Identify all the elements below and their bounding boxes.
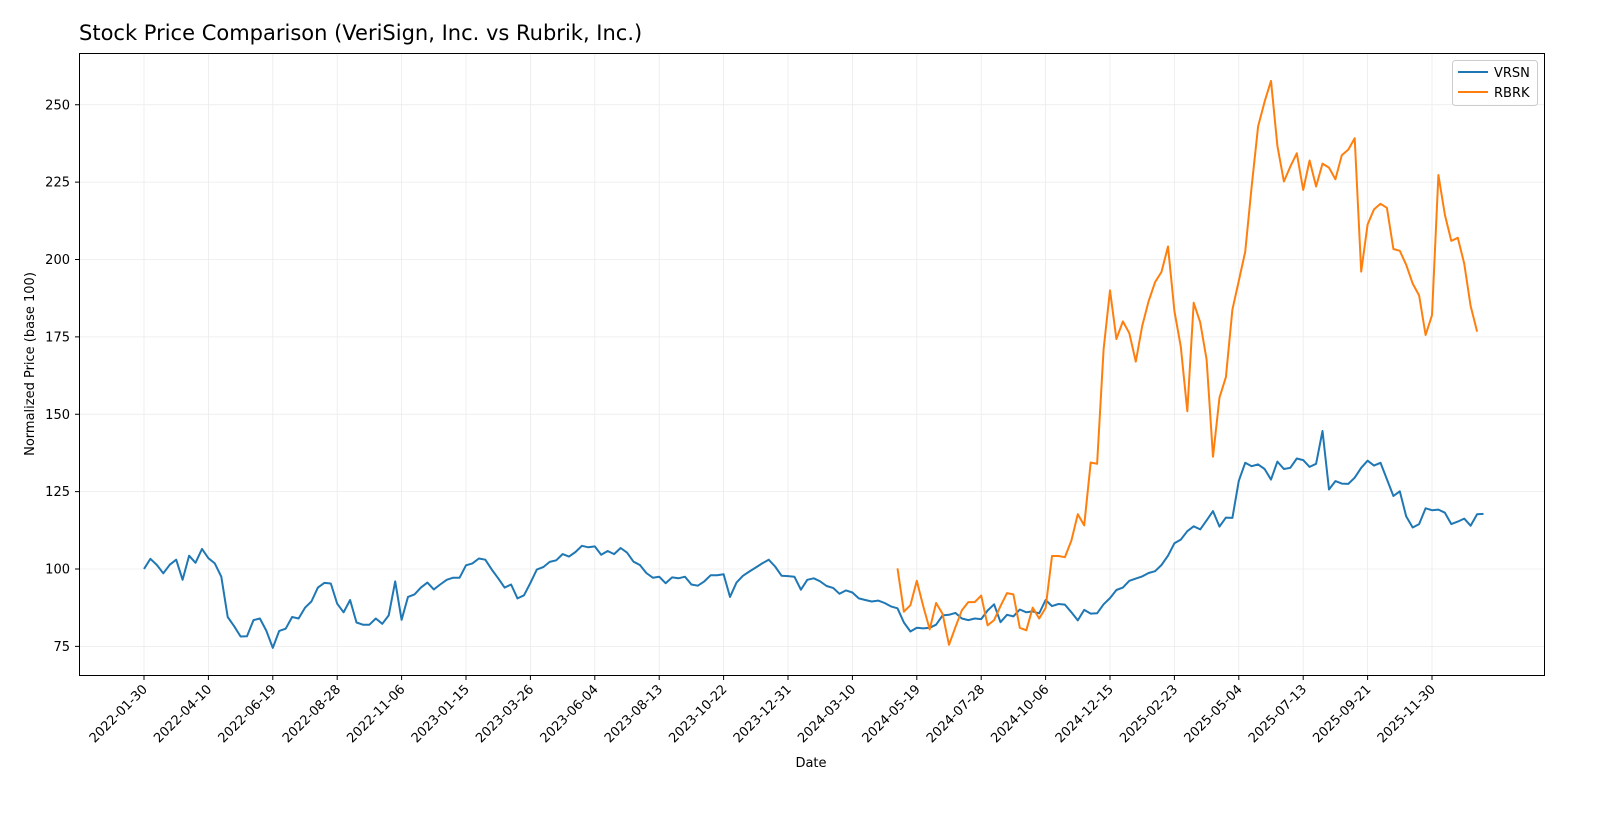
- plot-series: [143, 79, 1484, 649]
- x-tick-label: 2023-10-22: [666, 682, 730, 746]
- x-tick-label: 2022-04-10: [151, 682, 215, 746]
- x-tick-label: 2024-05-19: [860, 682, 924, 746]
- chart-title: Stock Price Comparison (VeriSign, Inc. v…: [79, 21, 642, 45]
- y-tick-label: 75: [53, 640, 70, 655]
- legend-vrsn-label: VRSN: [1494, 66, 1530, 81]
- y-tick-label: 250: [45, 98, 70, 113]
- series-line-vrsn: [143, 430, 1484, 649]
- series-line-rbrk: [896, 79, 1479, 646]
- x-axis-label: Date: [795, 756, 826, 771]
- grid-lines: [80, 54, 1544, 675]
- plot-frame: [79, 53, 1545, 676]
- x-tick-label: 2024-12-15: [1053, 682, 1117, 746]
- legend-rbrk-label: RBRK: [1494, 86, 1530, 101]
- x-tick-label: 2024-03-10: [795, 682, 859, 746]
- x-tick-label: 2023-01-15: [409, 682, 473, 746]
- y-tick-label: 150: [45, 408, 70, 423]
- x-tick-label: 2023-08-13: [602, 682, 666, 746]
- y-tick-label: 100: [45, 563, 70, 578]
- x-tick-label: 2022-06-19: [216, 682, 280, 746]
- y-tick-label: 225: [45, 176, 70, 191]
- x-tick-label: 2025-09-21: [1310, 682, 1374, 746]
- x-tick-label: 2025-02-23: [1117, 682, 1181, 746]
- x-tick-label: 2023-03-26: [473, 682, 537, 746]
- x-tick-label: 2024-07-28: [924, 682, 988, 746]
- x-tick-label: 2025-05-04: [1182, 682, 1246, 746]
- y-axis: 75 100 125 150 175 200 225 250: [45, 98, 80, 655]
- x-axis: 2022-01-30 2022-04-10 2022-06-19 2022-08-28…: [87, 675, 1439, 746]
- x-tick-label: 2023-06-04: [538, 682, 602, 746]
- x-tick-label: 2025-07-13: [1246, 682, 1310, 746]
- y-tick-label: 200: [45, 253, 70, 268]
- y-axis-label: Normalized Price (base 100): [23, 272, 38, 456]
- x-tick-label: 2022-01-30: [87, 682, 151, 746]
- y-tick-label: 175: [45, 330, 70, 345]
- x-tick-label: 2022-11-06: [344, 682, 408, 746]
- x-tick-label: 2025-11-30: [1375, 682, 1439, 746]
- x-tick-label: 2022-08-28: [280, 682, 344, 746]
- x-tick-label: 2024-10-06: [988, 682, 1052, 746]
- legend: VRSN RBRK: [1452, 60, 1538, 106]
- x-tick-label: 2023-12-31: [731, 682, 795, 746]
- y-tick-label: 125: [45, 485, 70, 500]
